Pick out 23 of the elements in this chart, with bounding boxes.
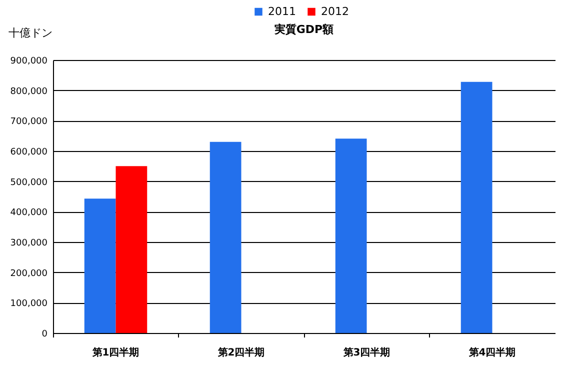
bar (116, 166, 148, 333)
bar (210, 142, 242, 333)
y-tick-label: 700,000 (10, 117, 48, 128)
y-tick-label: 800,000 (10, 86, 48, 97)
bar (460, 82, 492, 333)
y-axis-title: 十億ドン (8, 26, 52, 40)
y-tick-label: 0 (42, 330, 48, 340)
legend-label: 2011 (268, 4, 296, 18)
x-tick-label: 第1四半期 (91, 346, 140, 358)
y-tick-label: 400,000 (10, 208, 48, 218)
y-tick-label: 200,000 (10, 268, 48, 279)
y-tick-label: 100,000 (10, 299, 48, 310)
y-tick-label: 500,000 (10, 178, 48, 188)
chart-title: 実質GDP額 (273, 23, 334, 36)
y-tick-label: 300,000 (10, 238, 48, 248)
y-tick-label: 900,000 (10, 56, 48, 66)
x-tick-label: 第2四半期 (216, 346, 265, 358)
bar (84, 198, 116, 333)
x-tick-label: 第3四半期 (342, 346, 390, 358)
bar (335, 138, 367, 333)
y-tick-label: 600,000 (10, 148, 48, 158)
legend-label: 2012 (321, 4, 349, 18)
x-tick-label: 第4四半期 (468, 346, 516, 358)
